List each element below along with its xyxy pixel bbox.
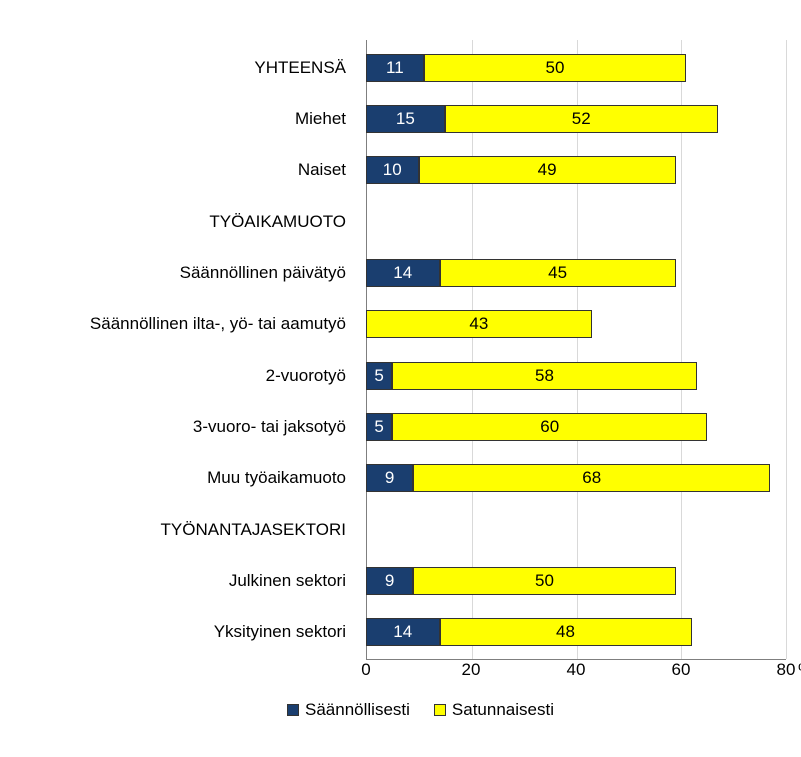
bar-segment-secondary: 52 — [445, 105, 718, 133]
bar-segment-primary: 5 — [366, 413, 392, 441]
bar-wrap: 968 — [366, 464, 770, 492]
chart-row: Muu työaikamuoto 968 — [20, 455, 801, 503]
chart-row: Säännöllinen päivätyö 1445 — [20, 249, 801, 297]
bar-wrap: 1150 — [366, 54, 686, 82]
bar-wrap: 558 — [366, 362, 697, 390]
bar-wrap: 560 — [366, 413, 707, 441]
bar-segment-primary: 11 — [366, 54, 424, 82]
legend: Säännöllisesti Satunnaisesti — [20, 700, 801, 720]
legend-swatch-primary — [287, 704, 299, 716]
legend-item-primary: Säännöllisesti — [287, 700, 410, 720]
bar-wrap: 950 — [366, 567, 676, 595]
bar-segment-primary: 9 — [366, 464, 413, 492]
bar-segment-primary: 15 — [366, 105, 445, 133]
bar-segment-secondary: 45 — [440, 259, 676, 287]
chart-row: TYÖAIKAMUOTO — [20, 198, 801, 246]
row-label: Yksityinen sektori — [20, 622, 356, 642]
bar-segment-secondary: 48 — [440, 618, 692, 646]
chart-row: Miehet 1552 — [20, 95, 801, 143]
bar-segment-secondary: 58 — [392, 362, 697, 390]
row-label: Säännöllinen ilta-, yö- tai aamutyö — [20, 314, 356, 334]
row-label: Naiset — [20, 160, 356, 180]
chart-row: 2-vuorotyö 558 — [20, 352, 801, 400]
bar-segment-primary: 10 — [366, 156, 419, 184]
bar-wrap: 1552 — [366, 105, 718, 133]
row-label: 3-vuoro- tai jaksotyö — [20, 417, 356, 437]
bar-segment-secondary: 43 — [366, 310, 592, 338]
chart-row: Julkinen sektori 950 — [20, 557, 801, 605]
x-tick: 60 — [672, 660, 691, 680]
x-tick: 0 — [361, 660, 370, 680]
bar-segment-secondary: 50 — [424, 54, 687, 82]
chart-row: Säännöllinen ilta-, yö- tai aamutyö 43 — [20, 301, 801, 349]
chart-row: Naiset 1049 — [20, 147, 801, 195]
bar-wrap: 1049 — [366, 156, 676, 184]
bar-wrap: 1448 — [366, 618, 692, 646]
row-label: YHTEENSÄ — [20, 58, 356, 78]
bar-segment-secondary: 68 — [413, 464, 770, 492]
x-tick: 40 — [567, 660, 586, 680]
row-label: Säännöllinen päivätyö — [20, 263, 356, 283]
x-tick: 80 — [777, 660, 796, 680]
bar-wrap: 43 — [366, 310, 592, 338]
legend-label-secondary: Satunnaisesti — [452, 700, 554, 720]
bar-segment-primary: 14 — [366, 618, 440, 646]
x-tick: 20 — [462, 660, 481, 680]
legend-label-primary: Säännöllisesti — [305, 700, 410, 720]
legend-swatch-secondary — [434, 704, 446, 716]
row-label: Julkinen sektori — [20, 571, 356, 591]
chart-row: TYÖNANTAJASEKTORI — [20, 506, 801, 554]
chart-row: Yksityinen sektori 1448 — [20, 609, 801, 657]
bar-segment-secondary: 60 — [392, 413, 707, 441]
row-label: TYÖAIKAMUOTO — [20, 212, 356, 232]
row-label: Muu työaikamuoto — [20, 468, 356, 488]
bar-wrap: 1445 — [366, 259, 676, 287]
bar-segment-secondary: 49 — [419, 156, 676, 184]
row-label: 2-vuorotyö — [20, 366, 356, 386]
bar-segment-primary: 5 — [366, 362, 392, 390]
chart-container: YHTEENSÄ1150Miehet1552Naiset1049TYÖAIKAM… — [20, 20, 801, 737]
bar-segment-secondary: 50 — [413, 567, 676, 595]
row-label: Miehet — [20, 109, 356, 129]
bar-segment-primary: 14 — [366, 259, 440, 287]
bar-segment-primary: 9 — [366, 567, 413, 595]
legend-item-secondary: Satunnaisesti — [434, 700, 554, 720]
row-label: TYÖNANTAJASEKTORI — [20, 520, 356, 540]
chart-row: 3-vuoro- tai jaksotyö 560 — [20, 403, 801, 451]
chart-row: YHTEENSÄ 1150 — [20, 44, 801, 92]
